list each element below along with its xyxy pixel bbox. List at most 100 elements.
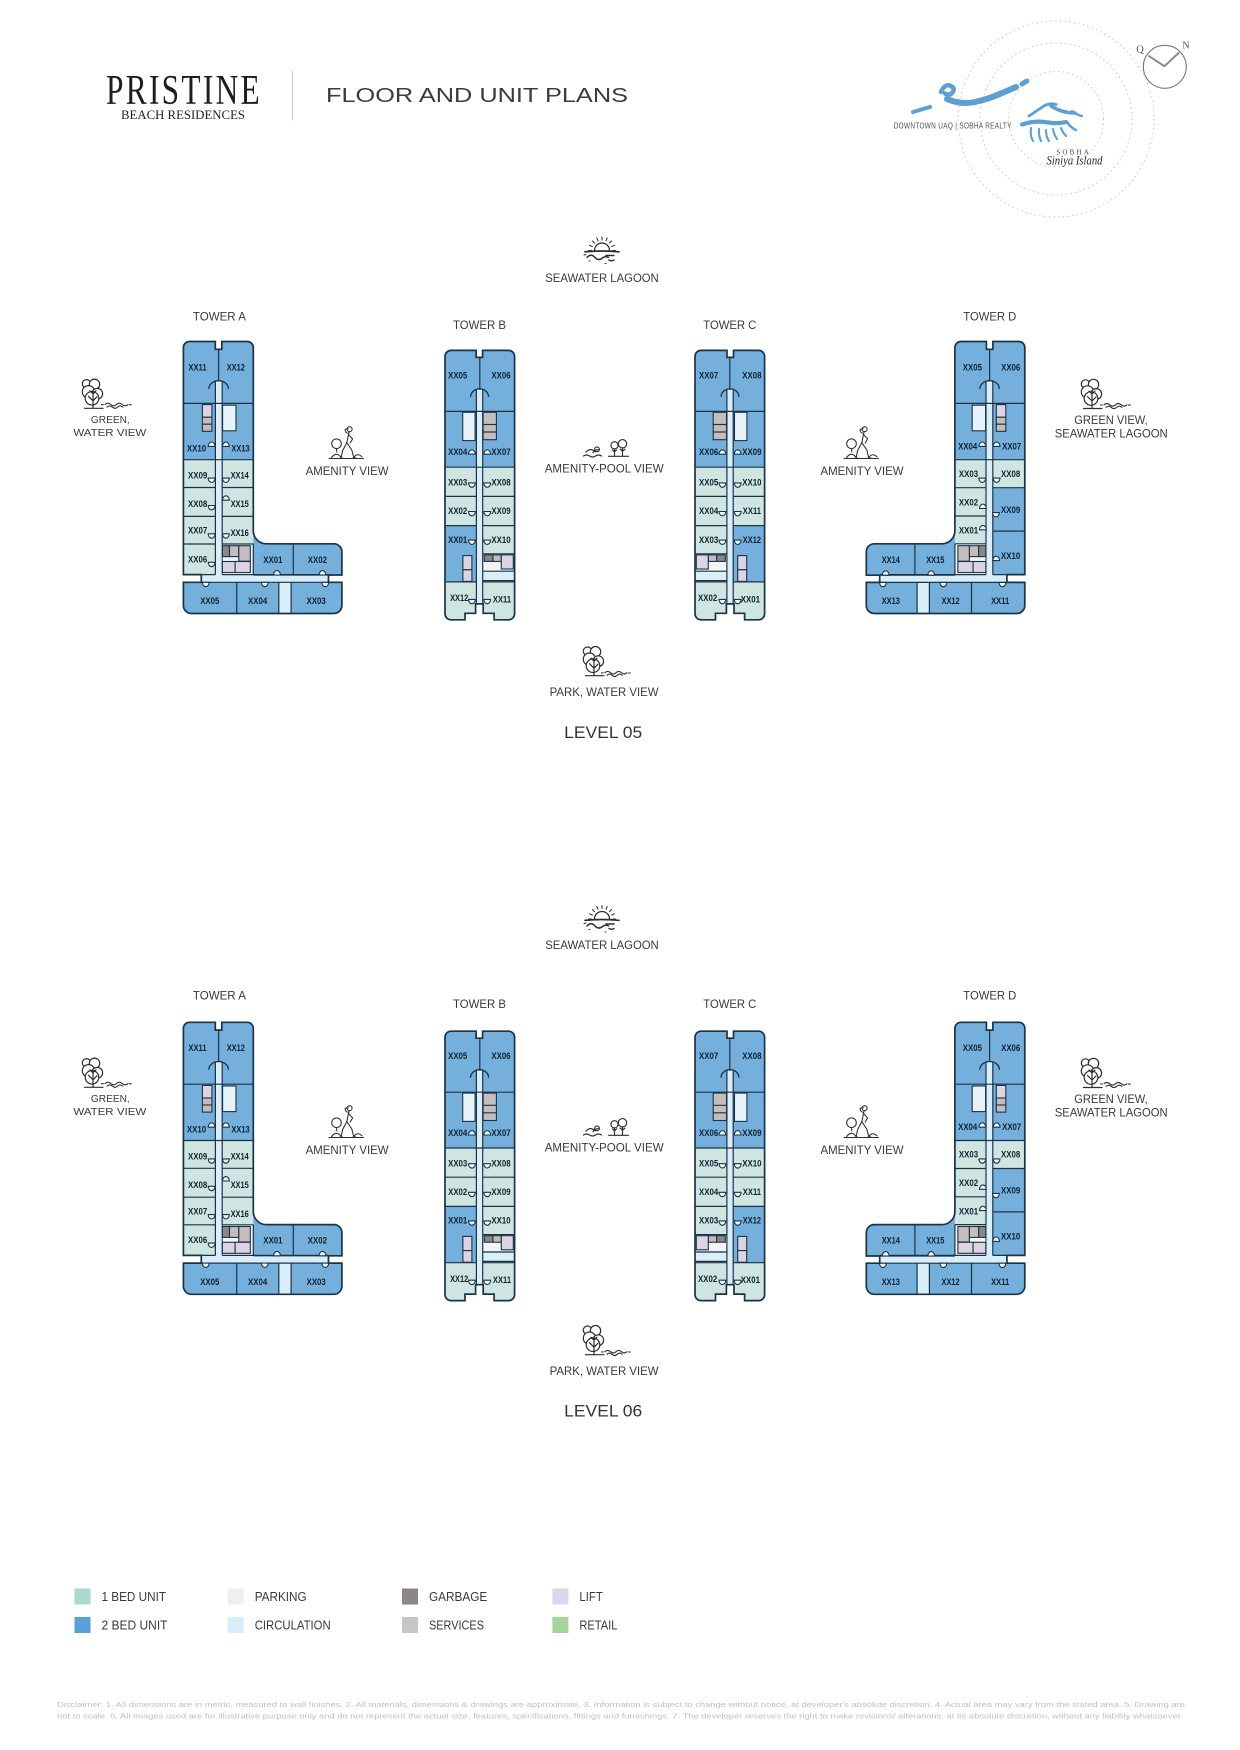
svg-text:XX14: XX14 — [231, 471, 250, 481]
svg-text:WATER VIEW: WATER VIEW — [73, 1107, 147, 1118]
svg-text:XX02: XX02 — [959, 497, 978, 507]
svg-text:XX09: XX09 — [742, 1128, 761, 1138]
svg-text:XX03: XX03 — [448, 1159, 467, 1169]
svg-text:XX03: XX03 — [959, 1150, 978, 1160]
svg-text:XX06: XX06 — [188, 554, 207, 564]
svg-text:LEVEL 05: LEVEL 05 — [564, 723, 642, 742]
svg-text:XX05: XX05 — [963, 1043, 982, 1053]
svg-text:XX03: XX03 — [959, 469, 978, 479]
svg-text:XX11: XX11 — [743, 1187, 761, 1197]
svg-text:XX12: XX12 — [450, 1274, 468, 1284]
svg-text:GREEN VIEW,: GREEN VIEW, — [1074, 415, 1148, 427]
svg-text:FLOOR AND UNIT PLANS: FLOOR AND UNIT PLANS — [326, 84, 628, 107]
svg-text:XX13: XX13 — [231, 1124, 249, 1134]
svg-text:AMENITY VIEW: AMENITY VIEW — [821, 1143, 905, 1157]
svg-text:XX10: XX10 — [742, 478, 761, 488]
svg-text:XX13: XX13 — [882, 1277, 900, 1287]
svg-text:TOWER D: TOWER D — [963, 989, 1016, 1003]
svg-text:XX10: XX10 — [491, 535, 510, 545]
svg-text:TOWER B: TOWER B — [453, 318, 506, 332]
svg-text:XX07: XX07 — [491, 1128, 510, 1138]
svg-text:XX05: XX05 — [699, 1159, 718, 1169]
svg-text:XX15: XX15 — [926, 1236, 944, 1246]
svg-text:XX11: XX11 — [743, 506, 761, 516]
svg-text:XX08: XX08 — [742, 1051, 761, 1061]
svg-text:SOBHA: SOBHA — [1056, 149, 1091, 157]
svg-text:XX08: XX08 — [188, 499, 207, 509]
svg-text:XX11: XX11 — [991, 596, 1009, 606]
svg-text:XX07: XX07 — [699, 1051, 718, 1061]
svg-text:XX01: XX01 — [741, 1275, 760, 1285]
svg-text:AMENITY VIEW: AMENITY VIEW — [306, 1143, 390, 1157]
svg-text:XX15: XX15 — [231, 499, 249, 509]
svg-text:XX01: XX01 — [448, 1216, 467, 1226]
svg-text:SEAWATER LAGOON: SEAWATER LAGOON — [1055, 1107, 1168, 1119]
svg-text:XX05: XX05 — [963, 362, 982, 372]
svg-text:XX09: XX09 — [188, 1152, 207, 1162]
svg-text:XX02: XX02 — [448, 1187, 467, 1197]
svg-text:XX04: XX04 — [958, 1122, 978, 1132]
svg-text:XX10: XX10 — [491, 1216, 510, 1226]
svg-text:AMENITY VIEW: AMENITY VIEW — [821, 464, 905, 478]
svg-text:XX12: XX12 — [743, 535, 761, 545]
svg-text:XX02: XX02 — [698, 1274, 717, 1284]
svg-text:PARK, WATER VIEW: PARK, WATER VIEW — [550, 686, 659, 699]
svg-text:XX04: XX04 — [448, 447, 468, 457]
svg-text:XX10: XX10 — [187, 444, 206, 454]
svg-text:SEAWATER LAGOON: SEAWATER LAGOON — [1055, 428, 1168, 440]
svg-text:XX07: XX07 — [1002, 1122, 1021, 1132]
svg-text:XX02: XX02 — [959, 1178, 978, 1188]
svg-text:XX14: XX14 — [882, 1236, 901, 1246]
svg-text:XX02: XX02 — [448, 506, 467, 516]
svg-text:XX04: XX04 — [248, 596, 268, 606]
svg-text:XX16: XX16 — [231, 528, 249, 538]
svg-text:XX12: XX12 — [227, 1043, 245, 1053]
svg-text:not to scale. 6. All images us: not to scale. 6. All images used are for… — [57, 1711, 1183, 1720]
svg-text:XX14: XX14 — [882, 555, 901, 565]
svg-text:XX05: XX05 — [200, 596, 219, 606]
svg-text:XX10: XX10 — [187, 1124, 206, 1134]
svg-text:2 BED UNIT: 2 BED UNIT — [102, 1618, 168, 1633]
svg-text:XX12: XX12 — [942, 596, 960, 606]
svg-text:XX07: XX07 — [188, 1206, 207, 1216]
svg-text:XX15: XX15 — [926, 555, 944, 565]
svg-text:XX13: XX13 — [231, 444, 249, 454]
svg-text:XX05: XX05 — [200, 1277, 219, 1287]
svg-text:XX08: XX08 — [491, 1159, 510, 1169]
svg-text:Siniya Island: Siniya Island — [1047, 154, 1104, 168]
svg-text:XX08: XX08 — [1001, 1150, 1020, 1160]
svg-text:XX01: XX01 — [741, 594, 760, 604]
svg-text:SERVICES: SERVICES — [429, 1618, 484, 1633]
svg-text:XX09: XX09 — [1001, 1186, 1020, 1196]
svg-text:Q: Q — [1136, 45, 1144, 56]
svg-text:AMENITY VIEW: AMENITY VIEW — [306, 464, 390, 478]
svg-text:XX03: XX03 — [448, 478, 467, 488]
svg-text:XX05: XX05 — [448, 370, 467, 380]
svg-text:AMENITY-POOL VIEW: AMENITY-POOL VIEW — [545, 1140, 665, 1154]
svg-text:XX01: XX01 — [263, 555, 282, 565]
svg-text:XX04: XX04 — [958, 441, 978, 451]
svg-text:XX09: XX09 — [188, 471, 207, 481]
svg-text:TOWER B: TOWER B — [453, 997, 506, 1011]
svg-text:1 BED UNIT: 1 BED UNIT — [102, 1589, 167, 1604]
svg-text:XX06: XX06 — [491, 1051, 510, 1061]
svg-text:XX11: XX11 — [493, 1275, 511, 1285]
svg-text:BEACH RESIDENCES: BEACH RESIDENCES — [121, 108, 245, 122]
svg-text:XX08: XX08 — [491, 478, 510, 488]
svg-text:XX02: XX02 — [308, 555, 327, 565]
svg-text:TOWER C: TOWER C — [703, 997, 756, 1011]
svg-text:XX12: XX12 — [743, 1216, 761, 1226]
svg-text:XX12: XX12 — [227, 362, 245, 372]
svg-text:XX05: XX05 — [699, 478, 718, 488]
svg-text:XX06: XX06 — [1001, 1043, 1020, 1053]
svg-text:XX02: XX02 — [308, 1236, 327, 1246]
svg-text:RETAIL: RETAIL — [579, 1618, 617, 1633]
svg-text:XX01: XX01 — [959, 1207, 978, 1217]
svg-text:XX06: XX06 — [699, 447, 718, 457]
svg-text:XX11: XX11 — [188, 362, 206, 372]
svg-text:TOWER D: TOWER D — [963, 310, 1016, 324]
svg-text:XX08: XX08 — [1001, 469, 1020, 479]
svg-text:XX06: XX06 — [491, 370, 510, 380]
svg-text:XX14: XX14 — [231, 1152, 250, 1162]
svg-text:XX07: XX07 — [699, 370, 718, 380]
